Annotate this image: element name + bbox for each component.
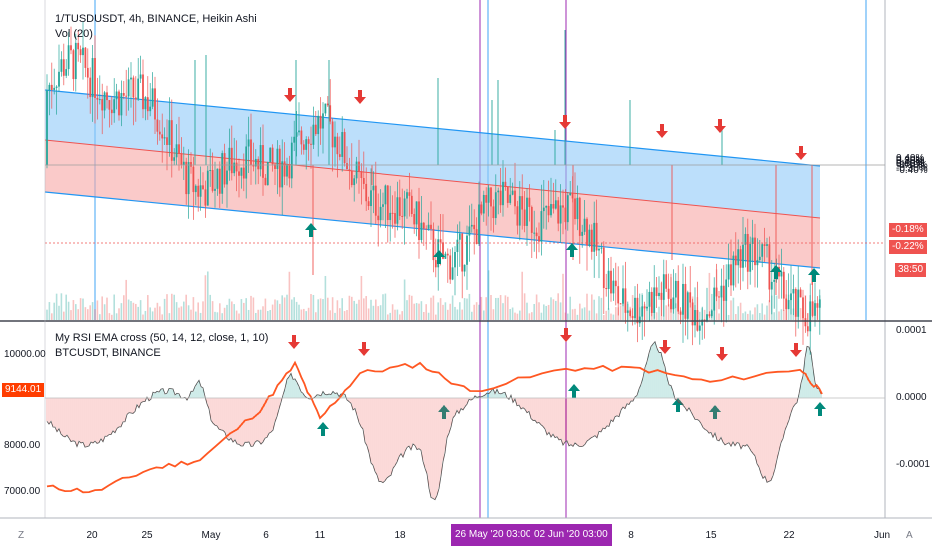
crosshair-date-1: 26 May '20 03:00 [451, 524, 536, 546]
price-tag-last: -0.18% [889, 223, 927, 237]
top-y-tick: 0.40% [896, 153, 925, 165]
vertical-markers [94, 0, 867, 518]
top-y-tick: -0.10% [896, 160, 928, 172]
x-axis-label: 20 [86, 530, 98, 541]
x-axis-label: May [201, 530, 221, 541]
top-y-tick: 0.10% [896, 157, 925, 169]
signal-arrows [284, 88, 826, 436]
x-axis-label: 18 [394, 530, 406, 541]
top-y-tick: 0.20% [896, 156, 925, 168]
osc-y-tick: 0.0001 [896, 325, 927, 336]
btc-price-tag: 9144.01 [2, 383, 45, 397]
top-y-tick: 0.30% [896, 154, 925, 166]
pane-frames [0, 0, 932, 519]
bottom-pane-title[interactable]: My RSI EMA cross (50, 14, 12, close, 1, … [55, 332, 269, 344]
top-pane-volume-label[interactable]: Vol (20) [55, 28, 93, 40]
x-axis-label: Jun [873, 530, 891, 541]
x-axis-label: 6 [263, 530, 269, 541]
btc-y-tick: 8000.00 [4, 440, 41, 452]
bar-countdown-tag: 38:50 [895, 263, 927, 277]
top-pane-title[interactable]: 1/TUSDUSDT, 4h, BINANCE, Heikin Ashi [55, 13, 257, 25]
price-tag-close: -0.22% [889, 240, 927, 254]
x-axis-label: 25 [141, 530, 153, 541]
top-y-tick: -0.30% [896, 163, 928, 175]
auto-scale-a-icon[interactable]: A [906, 530, 913, 541]
osc-y-tick: 0.0000 [896, 392, 927, 403]
osc-y-tick: -0.0001 [896, 459, 930, 470]
x-axis-label: 11 [314, 530, 326, 541]
heikin-ashi-candles [46, 21, 821, 355]
top-y-tick: 0.00% [896, 159, 925, 170]
top-y-tick: -0.40% [896, 164, 928, 176]
x-axis-label: 15 [705, 530, 717, 541]
x-axis-label: 22 [783, 530, 795, 541]
btc-y-tick: 7000.00 [4, 485, 41, 497]
btc-y-tick: 10000.00 [4, 348, 46, 360]
bottom-pane-symbol[interactable]: BTCUSDT, BINANCE [55, 347, 161, 359]
btcusdt-line [46, 360, 823, 494]
volume-bars [46, 269, 821, 320]
rsi-ema-oscillator [46, 340, 822, 501]
auto-scale-z-icon[interactable]: Z [18, 530, 25, 541]
crosshair-date-2: 02 Jun '20 03:00 [530, 524, 612, 546]
x-axis-label: 8 [628, 530, 634, 541]
